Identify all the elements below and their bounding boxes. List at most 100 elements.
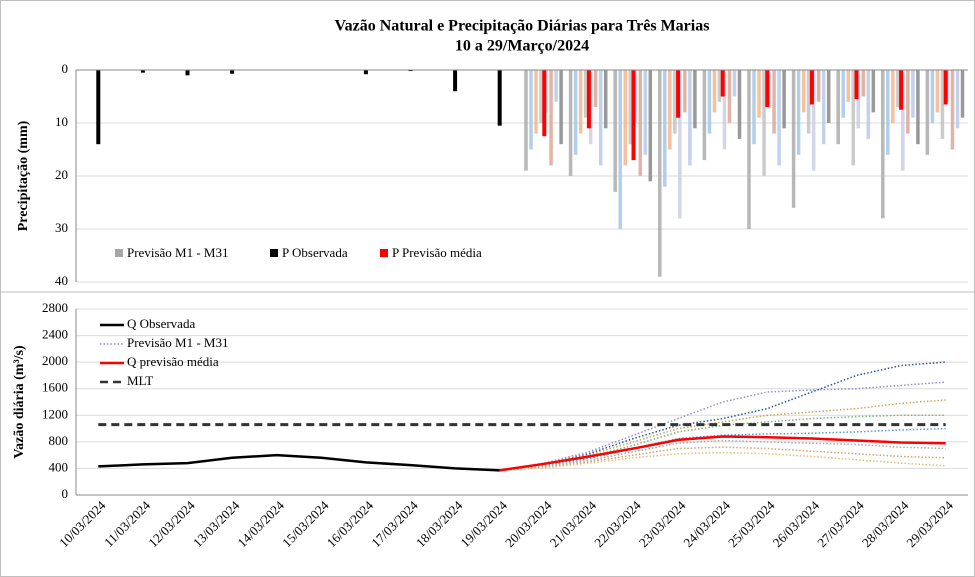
ensemble-bar [757,70,761,118]
bar [899,70,904,110]
ensemble-bar [911,70,915,118]
y-tick-label: 2800 [42,300,68,315]
ensemble-bar [960,70,965,118]
ensemble-bar [658,70,662,277]
ensemble-bar [573,70,578,155]
y-tick-label: 0 [62,486,69,501]
ensemble-bar [747,70,751,229]
ensemble-bar [886,70,890,155]
ensemble-bar [628,70,632,145]
ensemble-bar [583,70,588,118]
legend-swatch [270,249,278,257]
ensemble-bar [717,70,722,102]
y-tick-label: 2000 [42,353,68,368]
ensemble-bar [901,70,905,171]
ensemble-line [499,381,946,472]
ensemble-bar [816,70,821,102]
ensemble-bar [891,70,895,123]
bar [542,70,547,137]
ensemble-bar [529,70,533,150]
ensemble-bar [950,70,955,150]
x-tick-label: 15/03/2024 [279,497,332,550]
bar [140,70,145,73]
ensemble-bar [707,70,712,134]
legend-label: P Previsão média [392,245,482,260]
bar [854,70,859,100]
ensemble-bar [673,70,677,134]
ensemble-bar [737,70,742,139]
x-tick-label: 10/03/2024 [56,497,109,550]
ensemble-bar [836,70,840,145]
ensemble-bar [643,70,648,155]
x-tick-label: 25/03/2024 [725,497,778,550]
ensemble-bar [811,70,816,171]
bar [586,70,591,129]
x-tick-label: 22/03/2024 [591,497,644,550]
ensemble-bar [683,70,687,113]
ensemble-bar [935,70,940,113]
bar [943,70,948,105]
ensemble-bar [727,70,732,123]
ensemble-bar [638,70,643,176]
y-tick-label: 800 [49,433,69,448]
x-tick-label: 29/03/2024 [903,497,956,550]
y-tick-label: 2400 [42,327,68,342]
y-tick-label: 1200 [42,406,68,421]
ensemble-bar [613,70,617,192]
ensemble-bar [678,70,682,219]
y-tick-label: 10 [55,114,68,129]
ensemble-bar [752,70,756,145]
chart-subtitle: 10 a 29/Março/2024 [455,38,589,55]
bar [809,70,814,105]
ensemble-bar [568,70,573,176]
x-tick-label: 14/03/2024 [234,497,287,550]
ensemble-line [499,427,946,472]
x-tick-label: 23/03/2024 [636,497,689,550]
ensemble-bar [702,70,707,161]
x-tick-label: 19/03/2024 [457,497,510,550]
ensemble-bar [955,70,960,129]
legend-swatch [380,249,388,257]
x-tick-label: 18/03/2024 [413,497,466,550]
ensemble-bar [762,70,766,176]
bar [96,70,101,145]
bar [408,70,413,72]
ensemble-bar [593,70,598,108]
ensemble-bar [559,70,563,145]
y-tick-label: 40 [55,273,68,288]
ensemble-bar [732,70,737,97]
y-tick-label: 400 [49,459,69,474]
ensemble-bar [688,70,692,166]
ensemble-bar [930,70,935,123]
legend-label: Q previsão média [127,354,219,369]
x-tick-label: 24/03/2024 [680,497,733,550]
legend-label: Previsão M1 - M31 [127,335,228,350]
ensemble-bar [712,70,717,113]
x-tick-label: 27/03/2024 [814,497,867,550]
ensemble-bar [668,70,672,150]
ensemble-bar [871,70,876,113]
ensemble-line [499,439,946,472]
ensemble-bar [539,70,543,123]
x-tick-label: 13/03/2024 [190,497,243,550]
ensemble-bar [796,70,801,155]
ensemble-bar [916,70,920,145]
x-tick-label: 26/03/2024 [770,497,823,550]
ensemble-bar [861,70,866,97]
x-tick-label: 11/03/2024 [101,497,153,549]
x-tick-label: 16/03/2024 [324,497,377,550]
y-tick-label: 0 [62,61,69,76]
ensemble-bar [791,70,796,208]
line [98,453,500,472]
x-tick-label: 21/03/2024 [547,497,600,550]
ensemble-bar [618,70,622,229]
ensemble-bar [534,70,538,134]
ensemble-bar [821,70,826,145]
ensemble-line [499,451,946,472]
ensemble-bar [663,70,667,187]
ensemble-bar [693,70,697,129]
x-tick-label: 12/03/2024 [145,497,198,550]
x-tick-label: 20/03/2024 [502,497,555,550]
x-tick-label: 17/03/2024 [368,497,421,550]
ensemble-bar [851,70,855,166]
